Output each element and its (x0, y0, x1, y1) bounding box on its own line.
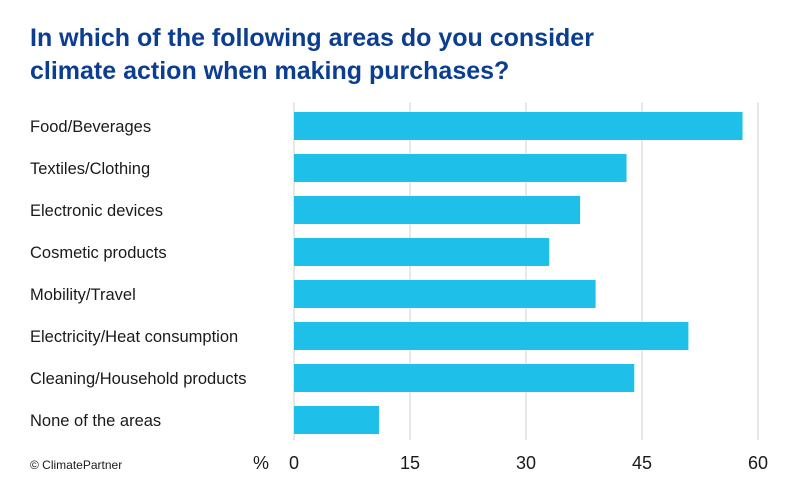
category-label: Electricity/Heat consumption (30, 328, 238, 346)
x-tick-label-45: 45 (632, 453, 652, 473)
x-tick-label-30: 30 (516, 453, 536, 473)
category-labels: Food/Beverages Textiles/Clothing Electroni… (30, 118, 246, 430)
bar-electricity-heat-consumption (294, 322, 689, 350)
category-label: None of the areas (30, 412, 161, 430)
chart-title: In which of the following areas do you c… (30, 22, 770, 88)
category-label: Textiles/Clothing (30, 160, 150, 178)
bar-cosmetic-products (294, 238, 550, 266)
chart-title-line-2: climate action when making purchases? (30, 57, 510, 85)
x-tick-label-0: 0 (289, 453, 299, 473)
copyright-text: © ClimatePartner (30, 458, 123, 472)
chart-title-line-1: In which of the following areas do you c… (30, 24, 594, 52)
category-label: Food/Beverages (30, 118, 151, 136)
category-label: Cosmetic products (30, 244, 167, 262)
bar-textiles-clothing (294, 154, 627, 182)
category-label: Mobility/Travel (30, 286, 136, 304)
unit-label: % (253, 453, 269, 473)
x-tick-label-60: 60 (748, 453, 768, 473)
category-label: Cleaning/Household products (30, 370, 246, 388)
x-tick-label-15: 15 (400, 453, 420, 473)
bars (294, 112, 743, 434)
x-axis-ticks: 0 15 30 45 60 (289, 453, 768, 473)
bar-electronic-devices (294, 196, 581, 224)
category-label: Electronic devices (30, 202, 163, 220)
bar-food-beverages (294, 112, 743, 140)
bar-cleaning-household-products (294, 364, 635, 392)
bar-none-of-the-areas (294, 406, 380, 434)
bar-mobility-travel (294, 280, 596, 308)
